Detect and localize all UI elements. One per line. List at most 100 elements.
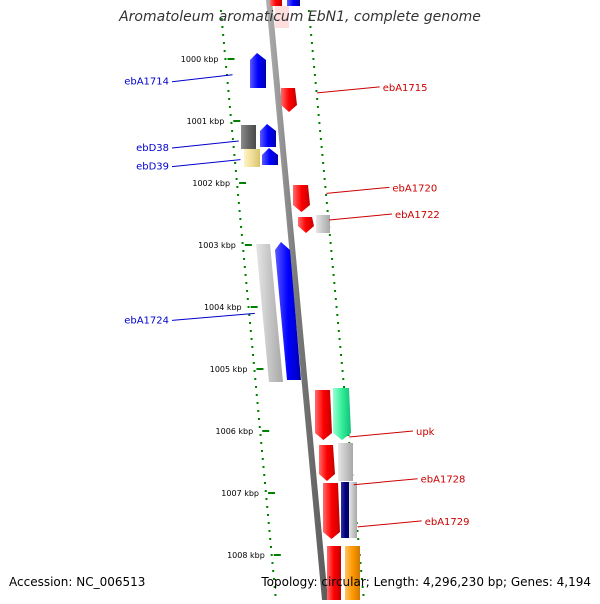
- tick-label: 1005 kbp: [210, 365, 248, 374]
- ring-dot: [359, 562, 362, 564]
- ring-dot: [222, 34, 225, 36]
- dotted-rings: [219, 10, 365, 596]
- ring-dot: [249, 330, 252, 332]
- ring-dot: [234, 162, 237, 164]
- ring-dot: [342, 378, 345, 380]
- leader-line: [328, 213, 393, 221]
- ring-dot: [258, 426, 261, 428]
- gene-block: [256, 244, 283, 382]
- ring-dot: [337, 330, 340, 332]
- accession-text: Accession: NC_006513: [9, 575, 146, 589]
- gene-label: ebD39: [136, 162, 169, 173]
- ring-dot: [357, 538, 360, 540]
- ring-dot: [336, 314, 339, 316]
- ring-dot: [319, 138, 322, 140]
- ring-dot: [256, 402, 259, 404]
- leader-line: [317, 86, 380, 94]
- ring-dot: [334, 298, 337, 300]
- ring-dot: [225, 66, 228, 68]
- tick-mark: [273, 554, 281, 556]
- ring-dot: [234, 170, 237, 172]
- tick-label: 1007 kbp: [221, 489, 259, 498]
- gene-block: [338, 443, 353, 481]
- ring-dot: [229, 114, 232, 116]
- ring-dot: [315, 90, 318, 92]
- gene-block: [244, 149, 260, 167]
- ring-dot: [328, 234, 331, 236]
- ring-dot: [341, 370, 344, 372]
- ring-dot: [228, 98, 231, 100]
- ring-dot: [261, 450, 263, 452]
- gene-label: ebA1724: [124, 315, 169, 326]
- genome-backbone: [266, 0, 328, 600]
- ring-dot: [262, 466, 265, 468]
- gene-block: [327, 546, 341, 600]
- gene-block: [241, 125, 256, 149]
- ring-dot: [272, 578, 275, 580]
- ring-dot: [316, 98, 319, 100]
- tick-label: 1001 kbp: [187, 117, 225, 126]
- ring-dot: [317, 114, 320, 116]
- ring-dot: [320, 146, 323, 148]
- ring-dot: [330, 250, 333, 252]
- tick-mark: [233, 120, 241, 122]
- ring-dot: [227, 90, 230, 92]
- tick-mark: [244, 244, 252, 246]
- tick-mark: [256, 368, 264, 370]
- ring-dot: [263, 474, 266, 476]
- ring-dot: [326, 210, 329, 212]
- gene-block: [341, 482, 350, 538]
- ring-dot: [267, 522, 270, 524]
- ring-dot: [265, 498, 268, 500]
- tick-mark: [239, 182, 247, 184]
- gene-label: ebA1729: [425, 517, 470, 528]
- ring-dot: [323, 178, 326, 180]
- gene-arrow: [260, 124, 276, 147]
- gene-label: ebD38: [136, 143, 169, 154]
- ring-dot: [243, 266, 246, 268]
- ring-dot: [221, 26, 224, 28]
- ring-dot: [222, 42, 225, 44]
- ring-dot: [235, 178, 238, 180]
- ring-dot: [246, 298, 249, 300]
- ring-dot: [313, 66, 316, 68]
- gene-arrow: [250, 53, 266, 88]
- gene-label: ebA1714: [124, 77, 169, 88]
- gene-arrow: [262, 148, 278, 165]
- ring-dot: [356, 530, 359, 532]
- ring-dot: [313, 74, 316, 76]
- ring-dot: [232, 146, 235, 148]
- ring-dot: [337, 322, 340, 324]
- ring-dot: [247, 306, 250, 308]
- gene-arrow: [298, 217, 314, 233]
- ring-dot: [239, 218, 242, 220]
- ring-dot: [261, 458, 264, 460]
- ring-dot: [245, 282, 248, 284]
- gene-arrow: [319, 445, 335, 481]
- ring-dot: [231, 138, 234, 140]
- ring-dot: [322, 170, 325, 172]
- ring-dot: [322, 162, 325, 164]
- gene-labels: ebA1714 ebD38 ebD39 ebA1724 ebA1715 ebA1720 eb…: [124, 74, 470, 528]
- gene-block: [275, 6, 289, 28]
- gene-arrow: [333, 388, 351, 440]
- ring-dot: [250, 338, 253, 340]
- gene-arrow: [315, 390, 332, 440]
- ring-dot: [324, 186, 327, 188]
- gene-label: ebA1722: [395, 210, 440, 221]
- gene-arrow: [275, 242, 301, 380]
- tick-mark: [250, 306, 258, 308]
- ring-dot: [219, 10, 222, 12]
- ring-dot: [242, 250, 245, 252]
- ring-dot: [362, 594, 365, 596]
- tick-label: 1002 kbp: [192, 179, 230, 188]
- ring-dot: [240, 234, 243, 236]
- ring-dot: [266, 514, 269, 516]
- ring-dot: [253, 370, 256, 372]
- ring-dot: [339, 346, 342, 348]
- ring-dot: [329, 242, 332, 244]
- ring-dot: [257, 410, 260, 412]
- ring-dot: [246, 290, 249, 292]
- ring-dot: [238, 210, 241, 212]
- ring-dot: [309, 26, 312, 28]
